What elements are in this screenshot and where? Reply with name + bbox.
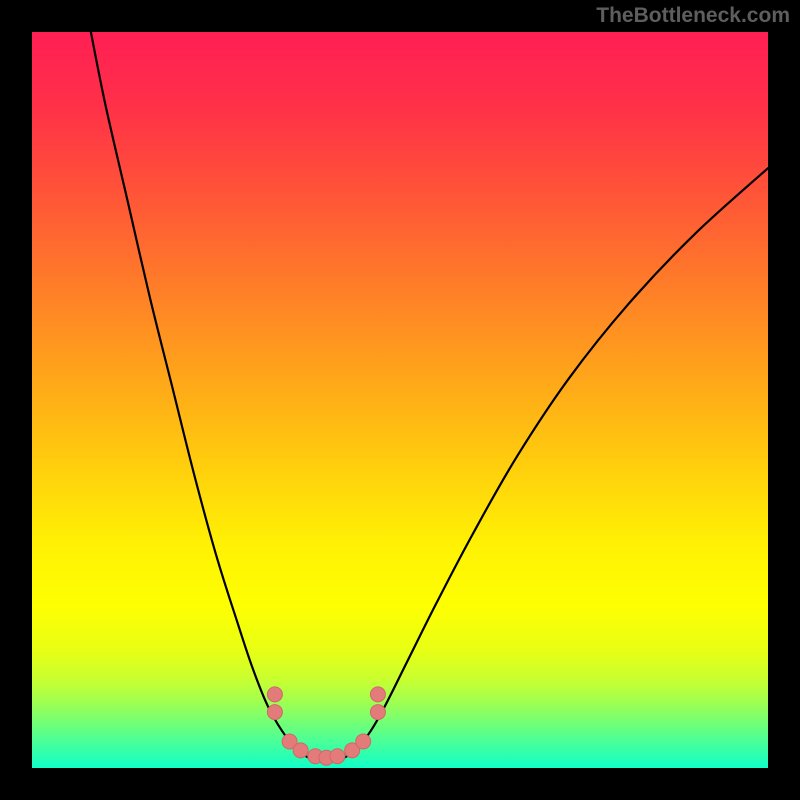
plot-area [32,32,768,768]
marker-point [356,734,371,749]
marker-point [267,705,282,720]
gradient-background [32,32,768,768]
marker-point [267,687,282,702]
watermark-text: TheBottleneck.com [596,4,790,28]
chart-svg [32,32,768,768]
marker-point [370,687,385,702]
marker-point [370,705,385,720]
marker-point [330,749,345,764]
chart-frame: TheBottleneck.com [0,0,800,800]
marker-point [293,743,308,758]
